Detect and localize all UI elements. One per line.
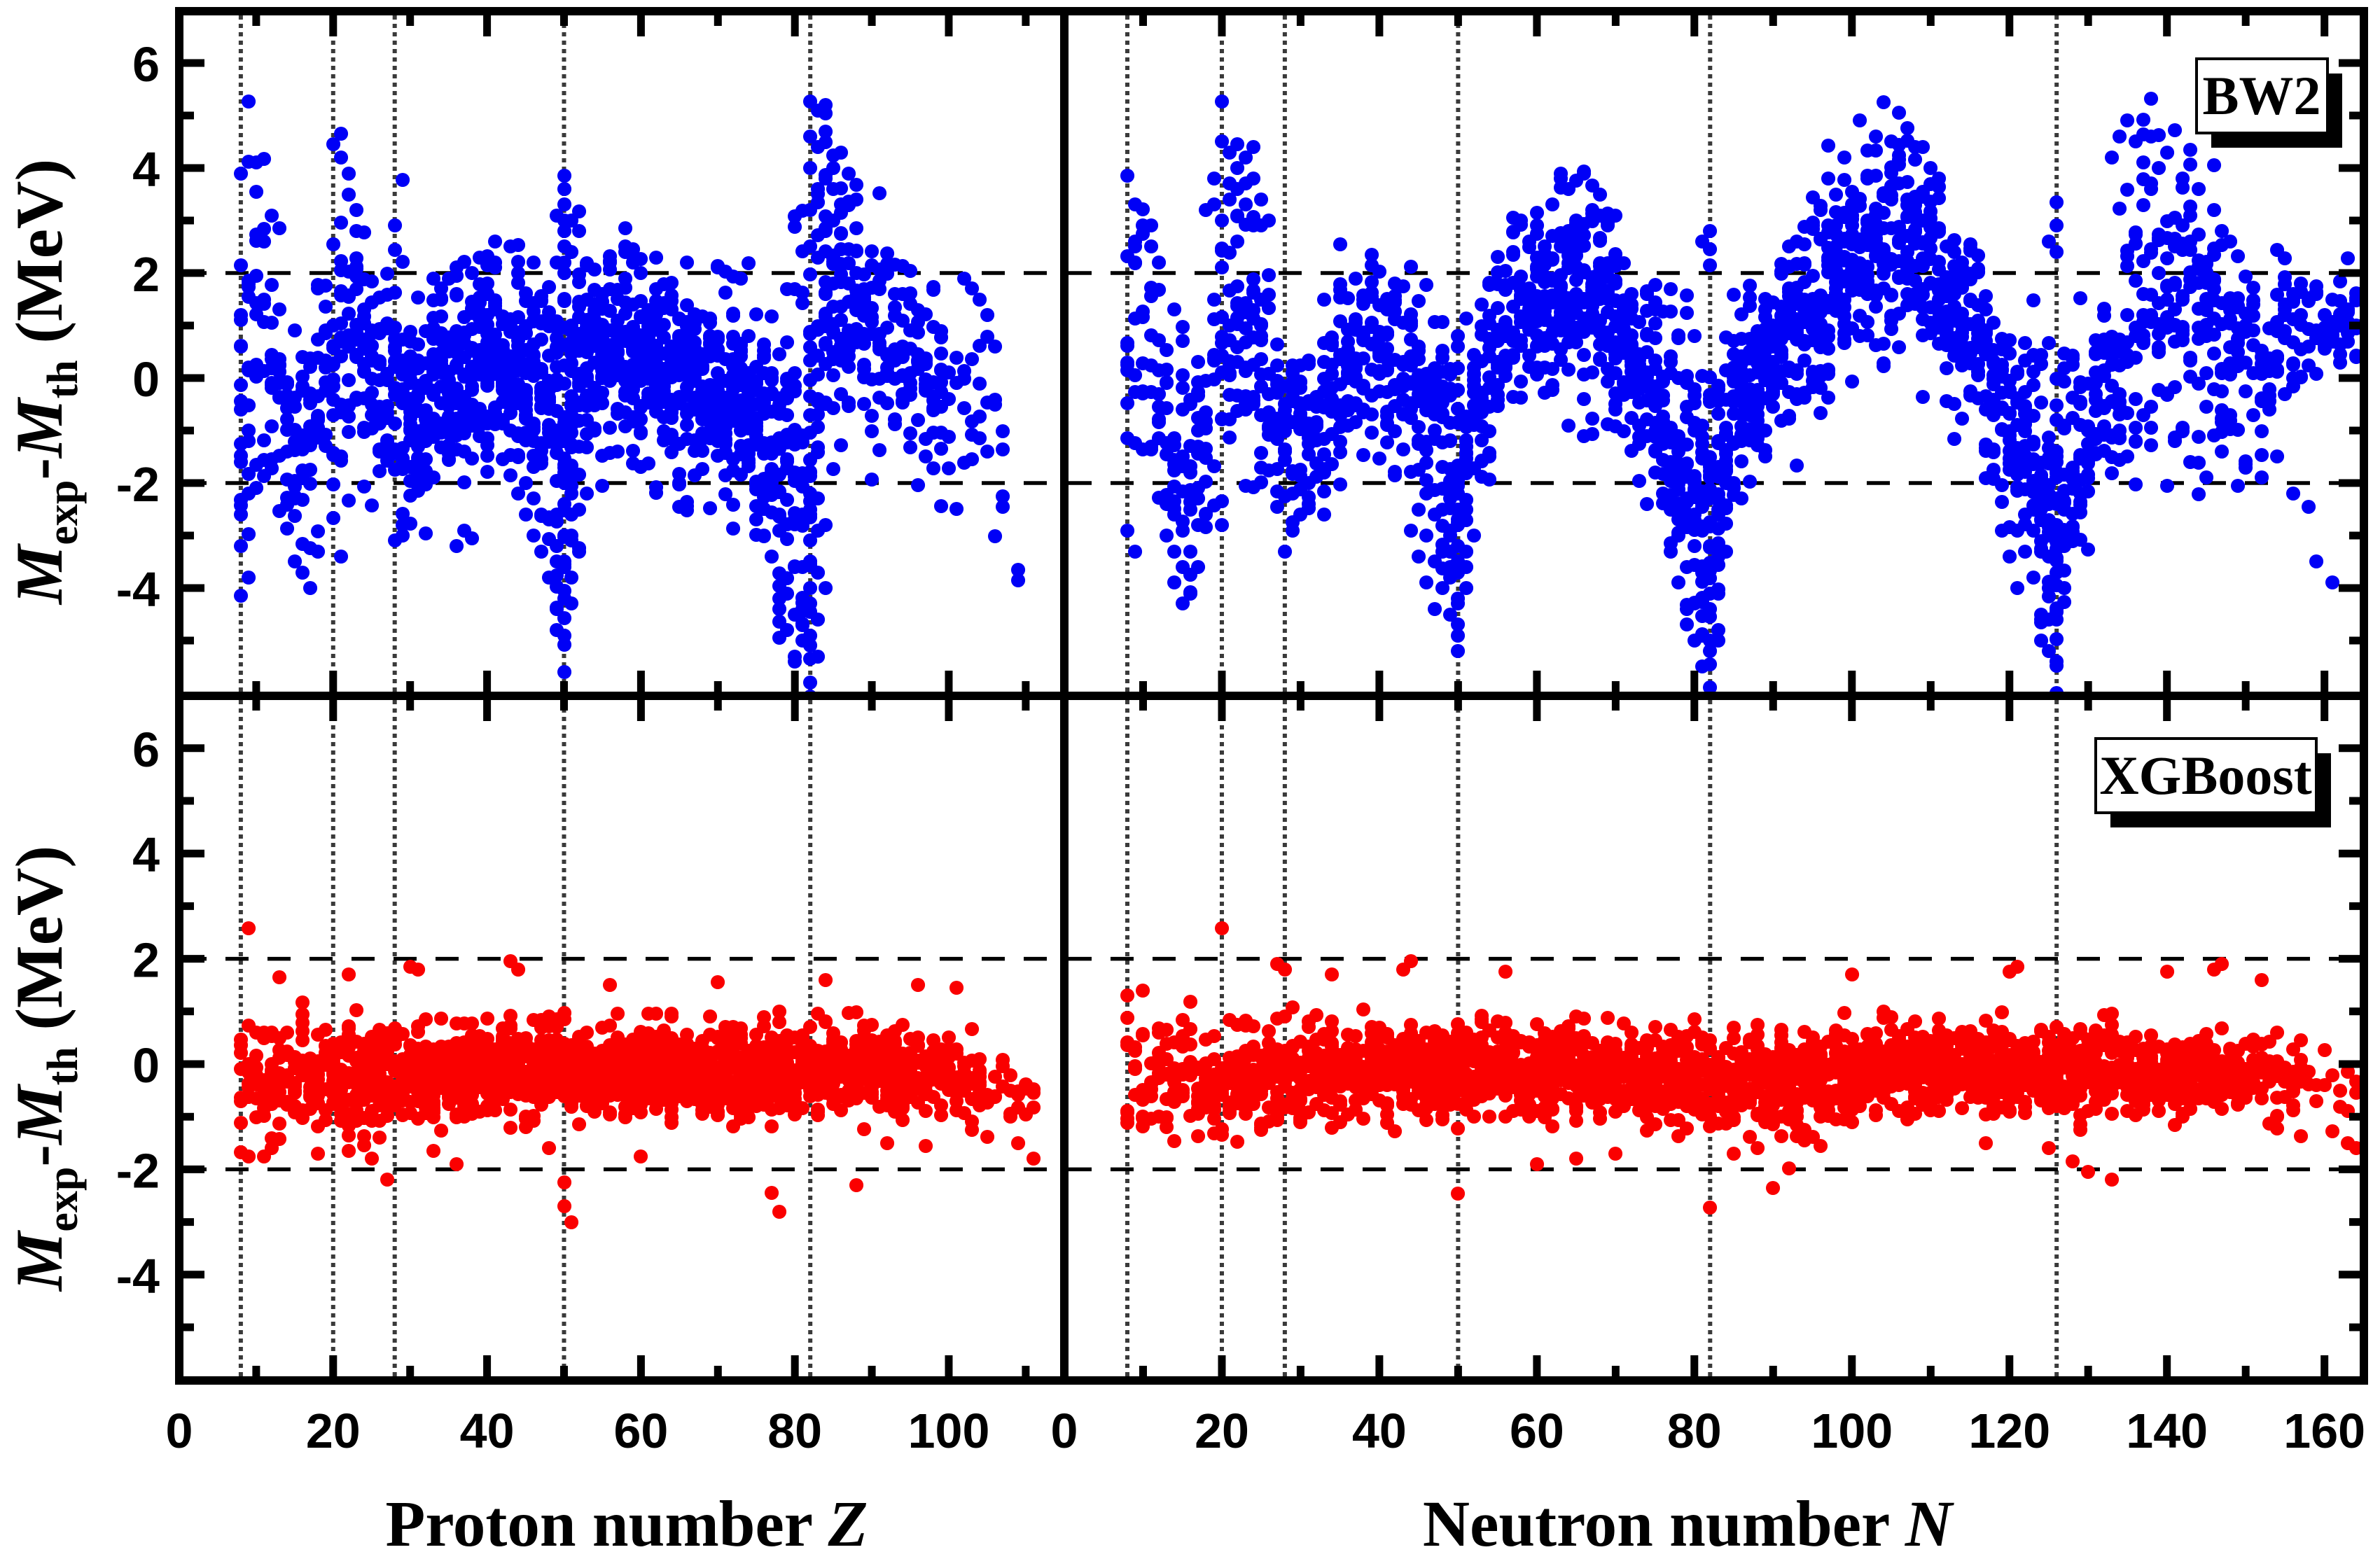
svg-text:80: 80: [767, 1404, 822, 1458]
svg-text:4: 4: [132, 827, 160, 882]
svg-text:160: 160: [2283, 1404, 2365, 1458]
svg-text:2: 2: [132, 247, 160, 302]
svg-text:Proton number Z: Proton number Z: [386, 1488, 868, 1559]
svg-text:20: 20: [306, 1404, 361, 1458]
svg-text:2: 2: [132, 933, 160, 988]
svg-text:20: 20: [1195, 1404, 1249, 1458]
svg-text:40: 40: [1352, 1404, 1407, 1458]
svg-text:-2: -2: [116, 1143, 160, 1198]
svg-text:100: 100: [1811, 1404, 1893, 1458]
svg-text:-4: -4: [116, 562, 160, 617]
svg-text:Mexp-Mth (MeV): Mexp-Mth (MeV): [2, 159, 87, 606]
svg-text:80: 80: [1667, 1404, 1722, 1458]
svg-text:-4: -4: [116, 1249, 160, 1303]
svg-text:120: 120: [1968, 1404, 2050, 1458]
svg-text:4: 4: [132, 142, 160, 197]
svg-text:0: 0: [132, 352, 160, 407]
svg-text:6: 6: [132, 722, 160, 777]
svg-text:100: 100: [908, 1404, 990, 1458]
svg-text:60: 60: [613, 1404, 668, 1458]
svg-text:XGBoost: XGBoost: [2099, 745, 2311, 806]
svg-text:Neutron number N: Neutron number N: [1423, 1488, 1954, 1559]
svg-text:0: 0: [132, 1038, 160, 1093]
svg-text:-2: -2: [116, 457, 160, 512]
svg-text:40: 40: [460, 1404, 515, 1458]
svg-text:140: 140: [2126, 1404, 2208, 1458]
svg-text:0: 0: [1051, 1404, 1078, 1458]
svg-text:Mexp-Mth (MeV): Mexp-Mth (MeV): [2, 846, 87, 1292]
svg-text:60: 60: [1510, 1404, 1564, 1458]
svg-text:0: 0: [166, 1404, 193, 1458]
svg-text:6: 6: [132, 37, 160, 92]
svg-text:BW2: BW2: [2202, 65, 2320, 126]
